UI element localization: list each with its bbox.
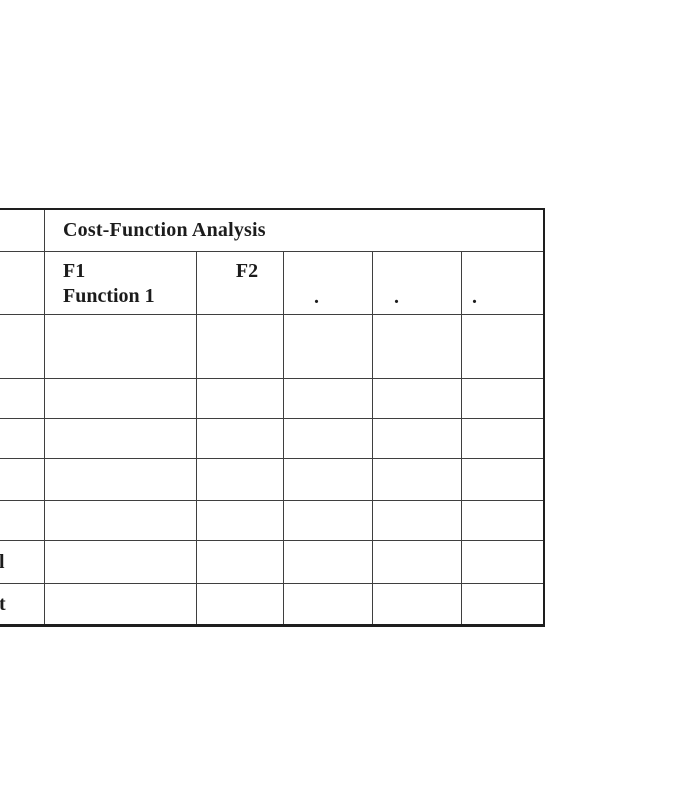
row-label-cell	[0, 379, 45, 419]
table-cell	[462, 501, 543, 541]
table-cell	[373, 315, 462, 379]
continuation-dot: .	[314, 286, 319, 308]
table-cell	[45, 541, 197, 584]
row-label-cell: t	[0, 584, 45, 624]
table-cell	[462, 541, 543, 584]
table-cell	[45, 459, 197, 501]
table-cell	[462, 419, 543, 459]
column-header-dot: .	[462, 252, 543, 315]
row-label-fragment: t	[0, 593, 6, 616]
table-cell	[197, 501, 284, 541]
table-cell	[373, 501, 462, 541]
table-cell	[45, 584, 197, 624]
table-cell	[284, 459, 373, 501]
table-grid: Cost-Function Analysis F1 Function 1 F2 …	[0, 210, 543, 624]
table-cell	[284, 541, 373, 584]
table-cell	[45, 419, 197, 459]
table-cell	[284, 584, 373, 624]
table-cell	[197, 541, 284, 584]
table-cell	[462, 459, 543, 501]
header-stub-cell	[0, 252, 45, 315]
table-cell	[373, 379, 462, 419]
table-cell	[462, 315, 543, 379]
table-title: Cost-Function Analysis	[63, 219, 266, 241]
table-cell	[284, 315, 373, 379]
row-label-cell	[0, 501, 45, 541]
row-label-cell	[0, 419, 45, 459]
table-cell	[284, 501, 373, 541]
table-cell	[462, 584, 543, 624]
table-cell	[373, 584, 462, 624]
table-cell	[197, 315, 284, 379]
continuation-dot: .	[472, 286, 477, 308]
table-cell	[462, 379, 543, 419]
table-title-cell: Cost-Function Analysis	[45, 210, 543, 252]
row-label-cell	[0, 459, 45, 501]
column-header-f1: F1 Function 1	[45, 252, 197, 315]
row-label-cell: l	[0, 541, 45, 584]
column-header-f2: F2	[197, 252, 284, 315]
table-cell	[373, 459, 462, 501]
header-stub-cell	[0, 210, 45, 252]
table-cell	[197, 379, 284, 419]
table-cell	[373, 541, 462, 584]
table-cell	[45, 379, 197, 419]
table-cell	[197, 459, 284, 501]
column-header-dot: .	[373, 252, 462, 315]
continuation-dot: .	[394, 286, 399, 308]
table-cell	[373, 419, 462, 459]
column-header-dot: .	[284, 252, 373, 315]
row-label-fragment: l	[0, 551, 5, 574]
table-cell	[45, 501, 197, 541]
row-label-cell	[0, 315, 45, 379]
cost-function-analysis-table: Cost-Function Analysis F1 Function 1 F2 …	[0, 208, 545, 627]
table-cell	[197, 419, 284, 459]
table-cell	[284, 419, 373, 459]
table-cell	[197, 584, 284, 624]
table-cell	[45, 315, 197, 379]
table-cell	[284, 379, 373, 419]
